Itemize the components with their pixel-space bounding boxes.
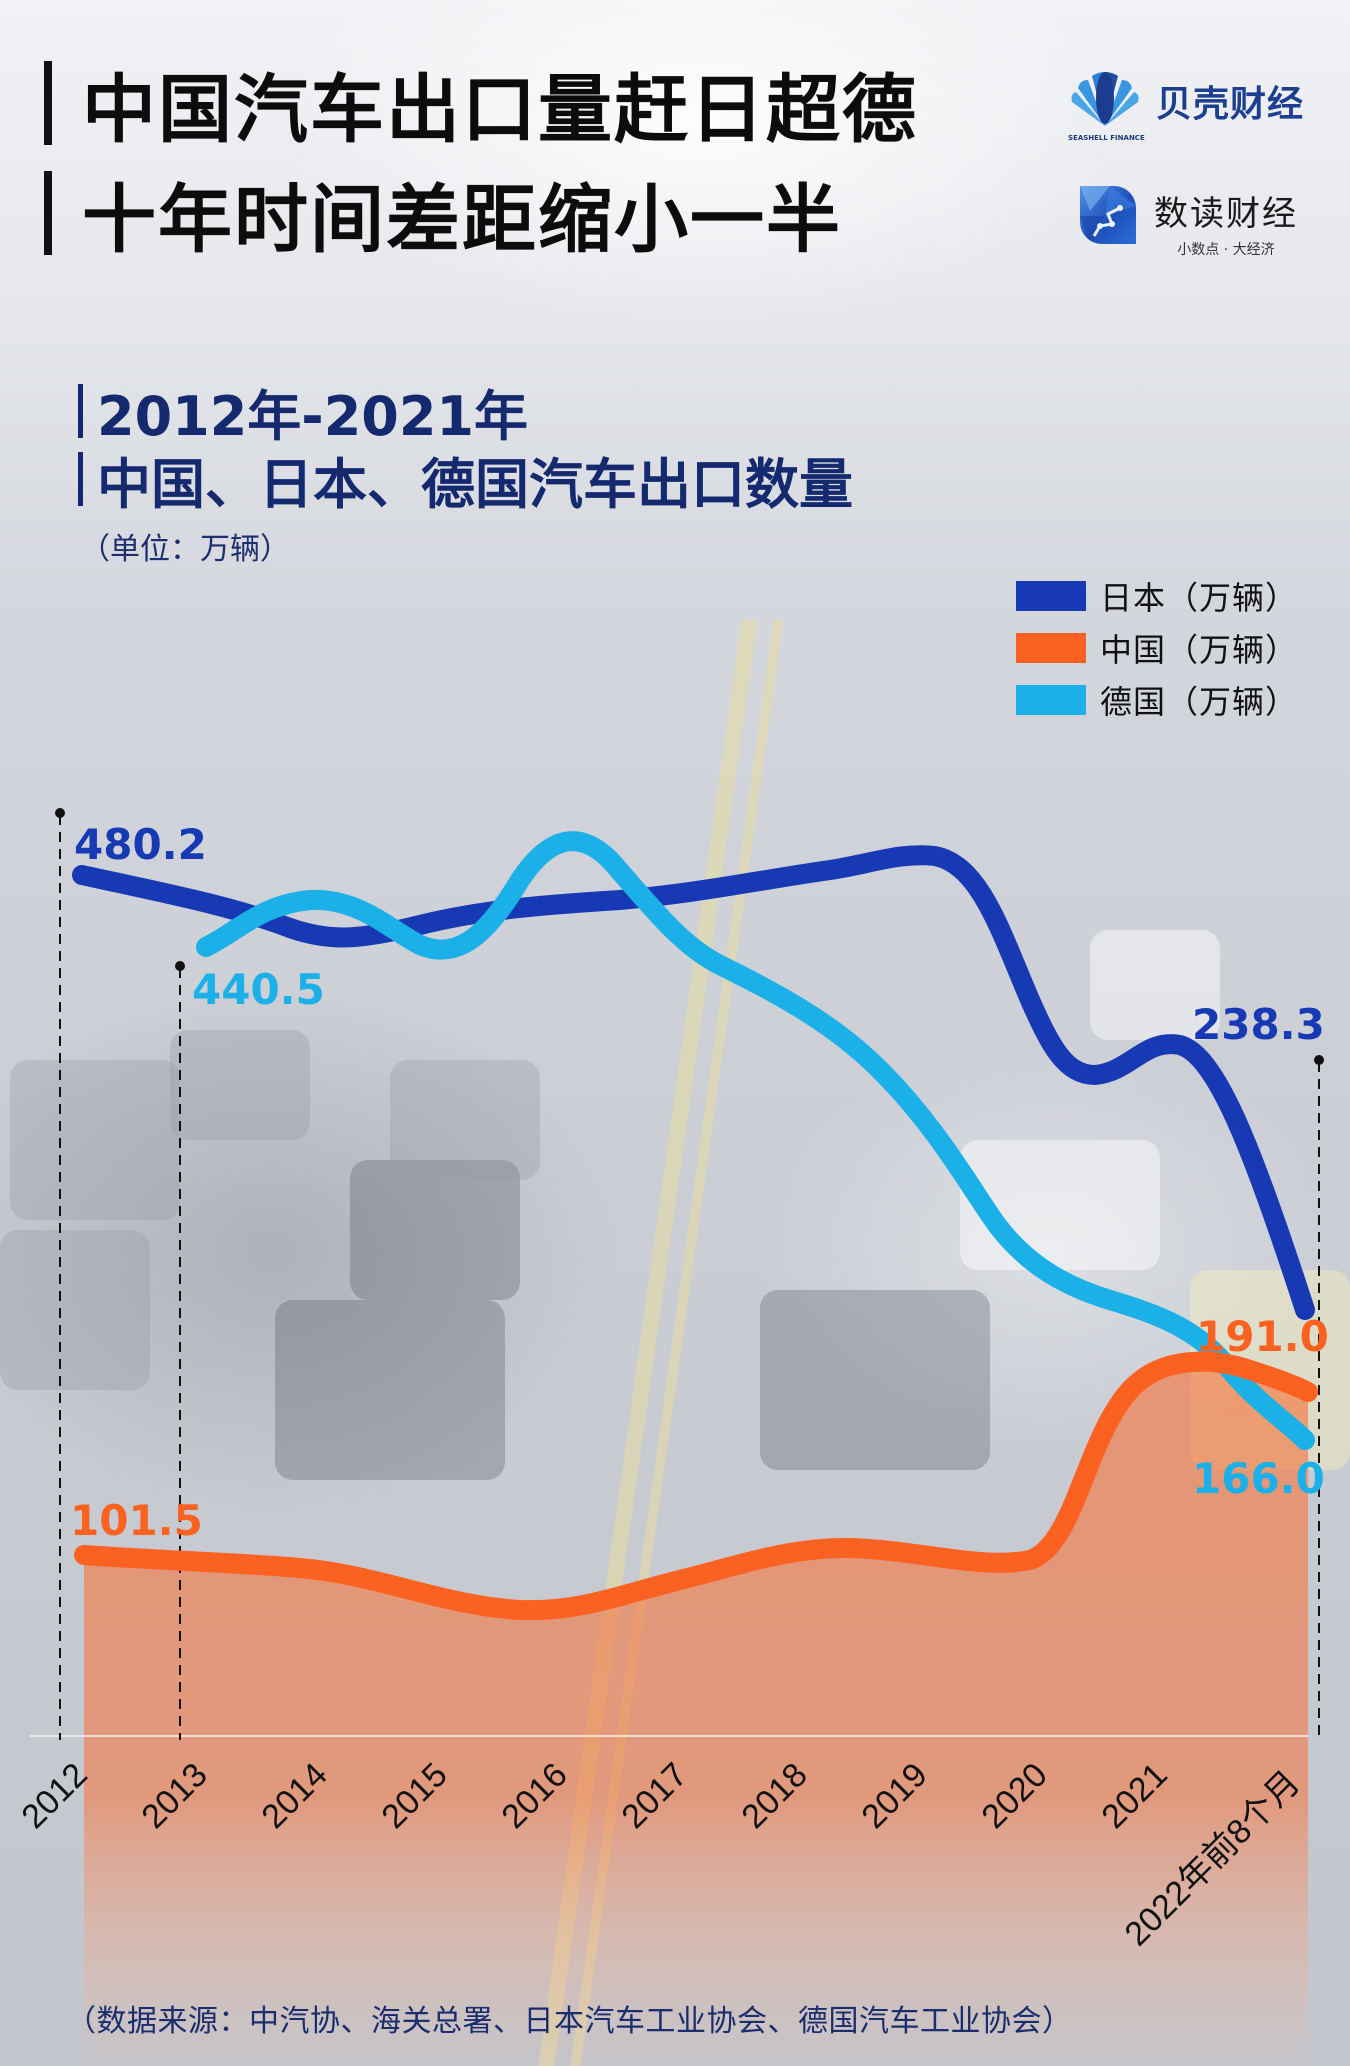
guide-dot-2022 (1314, 1055, 1324, 1065)
chart-subtitle: 2012年-2021年 中国、日本、德国汽车出口数量 (78, 380, 853, 516)
legend-label-japan: 日本（万辆） (1100, 579, 1299, 617)
china-line (74, 1351, 1318, 1621)
value-label-china-start: 101.5 (70, 1496, 203, 1545)
value-label-japan-start: 480.2 (74, 820, 207, 869)
background-car (170, 1030, 310, 1140)
germany-line (196, 831, 1315, 1450)
value-label-japan-end: 238.3 (1192, 1000, 1325, 1049)
shudu-logo-icon (1080, 186, 1136, 244)
value-label-germany-start: 440.5 (192, 965, 325, 1014)
unit-label: （单位：万辆） (80, 532, 290, 567)
title-accent-bar (44, 171, 52, 255)
data-source-note: （数据来源：中汽协、海关总署、日本汽车工业协会、德国汽车工业协会） (66, 2004, 1073, 2039)
subtitle-accent-bar (78, 452, 83, 506)
seashell-brand-name: 贝壳财经 (1156, 84, 1305, 125)
legend-swatch-japan (1016, 581, 1086, 611)
legend-item-japan: 日本（万辆） (1016, 570, 1298, 622)
background-car (10, 1060, 180, 1220)
legend-label-germany: 德国（万辆） (1100, 683, 1299, 721)
shudu-brand-name: 数读财经 (1154, 194, 1298, 234)
legend-label-china: 中国（万辆） (1100, 631, 1299, 669)
title-text-2: 十年时间差距缩小一半 (82, 176, 842, 263)
background-car (390, 1060, 540, 1180)
legend-swatch-china (1016, 633, 1086, 663)
value-label-china-end: 191.0 (1196, 1312, 1329, 1361)
background-car (350, 1160, 520, 1300)
guide-dot-2013 (175, 961, 185, 971)
title-line-2: 十年时间差距缩小一半 (44, 168, 918, 263)
legend-item-germany: 德国（万辆） (1016, 674, 1298, 726)
value-label-germany-end: 166.0 (1192, 1454, 1325, 1503)
title-accent-bar (44, 61, 52, 145)
subtitle-year-range: 2012年-2021年 (97, 384, 528, 448)
legend-swatch-germany (1016, 685, 1086, 715)
background-car (0, 1230, 150, 1390)
shudu-finance-logo: 数读财经 小数点 · 大经济 (1080, 186, 1298, 259)
subtitle-line-2: 中国、日本、德国汽车出口数量 (78, 448, 853, 516)
subtitle-description: 中国、日本、德国汽车出口数量 (97, 452, 853, 516)
title-line-1: 中国汽车出口量赶日超德 (44, 58, 918, 153)
shudu-logo-texts: 数读财经 小数点 · 大经济 (1154, 186, 1298, 259)
seashell-icon: SEASHELL FINANCE (1068, 72, 1145, 142)
background-car (1090, 930, 1220, 1040)
background-car (275, 1300, 505, 1480)
china-area-fill (84, 1361, 1308, 2066)
subtitle-line-1: 2012年-2021年 (78, 380, 853, 448)
seashell-tagline: SEASHELL FINANCE (1068, 134, 1145, 142)
subtitle-accent-bar (78, 384, 83, 438)
page-title: 中国汽车出口量赶日超德 十年时间差距缩小一半 (44, 58, 918, 278)
background-car (760, 1290, 990, 1470)
japan-line (72, 845, 1315, 1320)
title-text-1: 中国汽车出口量赶日超德 (82, 66, 918, 153)
seashell-finance-logo: SEASHELL FINANCE 贝壳财经 (1068, 72, 1305, 142)
legend-item-china: 中国（万辆） (1016, 622, 1298, 674)
guide-dot-2012 (55, 808, 65, 818)
shudu-tagline: 小数点 · 大经济 (1177, 242, 1275, 258)
chart-legend: 日本（万辆） 中国（万辆） 德国（万辆） (1016, 570, 1298, 726)
